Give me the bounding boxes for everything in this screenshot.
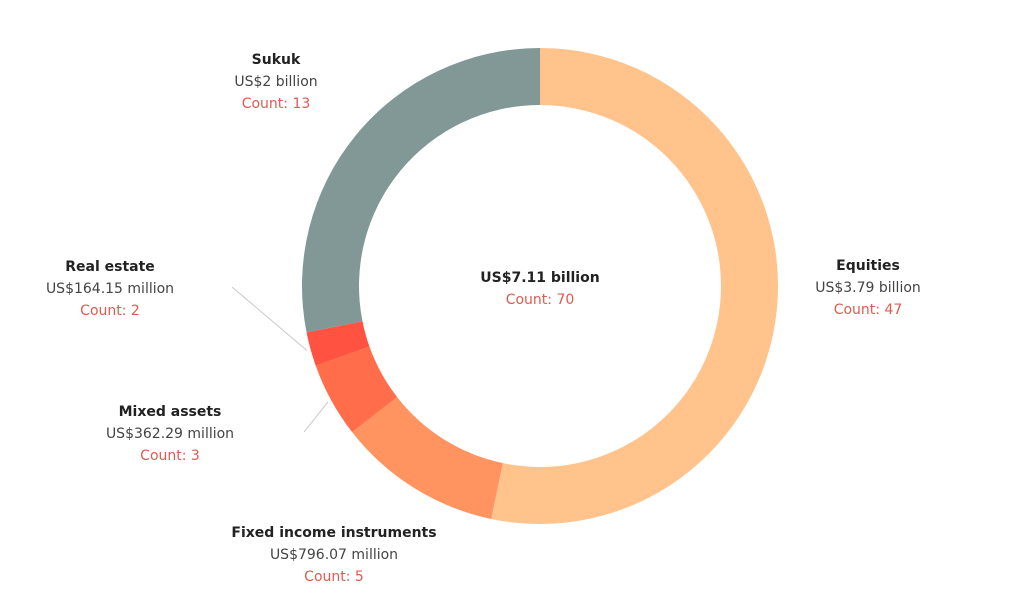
slice-count-fixed-income-instruments: Count: 5	[304, 569, 364, 585]
slice-count-equities: Count: 47	[834, 302, 903, 318]
slice-value-equities: US$3.79 billion	[815, 280, 921, 296]
slice-labels: Equities US$3.79 billion Count: 47 Fixed in…	[46, 52, 921, 585]
slice-name-fixed-income-instruments: Fixed income instruments	[231, 525, 436, 541]
slices-layer	[301, 48, 778, 524]
slice-real-estate[interactable]	[306, 321, 370, 366]
slice-label-sukuk: Sukuk US$2 billion Count: 13	[234, 52, 317, 112]
slice-value-sukuk: US$2 billion	[234, 74, 317, 90]
slice-value-mixed-assets: US$362.29 million	[106, 426, 234, 442]
slice-sukuk[interactable]	[301, 48, 540, 333]
leader-line-mixed-assets	[303, 401, 329, 433]
slice-equities[interactable]	[491, 48, 778, 524]
slice-value-real-estate: US$164.15 million	[46, 281, 174, 297]
slice-label-fixed-income-instruments: Fixed income instruments US$796.07 millio…	[231, 525, 436, 585]
center-label: US$7.11 billion Count: 70	[480, 270, 599, 308]
slice-label-mixed-assets: Mixed assets US$362.29 million Count: 3	[106, 404, 234, 464]
slice-count-sukuk: Count: 13	[242, 96, 311, 112]
slice-name-equities: Equities	[836, 258, 900, 274]
slice-label-real-estate: Real estate US$164.15 million Count: 2	[46, 259, 174, 319]
leader-lines	[231, 286, 329, 433]
slice-name-mixed-assets: Mixed assets	[119, 404, 222, 420]
center-total-count: Count: 70	[506, 292, 575, 308]
leader-line-real-estate	[231, 286, 307, 351]
slice-count-real-estate: Count: 2	[80, 303, 140, 319]
slice-label-equities: Equities US$3.79 billion Count: 47	[815, 258, 921, 318]
slice-name-sukuk: Sukuk	[252, 52, 301, 68]
slice-name-real-estate: Real estate	[65, 259, 155, 275]
slice-value-fixed-income-instruments: US$796.07 million	[270, 547, 398, 563]
slice-fixed-income-instruments[interactable]	[352, 397, 503, 519]
slice-mixed-assets[interactable]	[315, 346, 398, 433]
center-total-value: US$7.11 billion	[480, 270, 599, 286]
slice-count-mixed-assets: Count: 3	[140, 448, 200, 464]
